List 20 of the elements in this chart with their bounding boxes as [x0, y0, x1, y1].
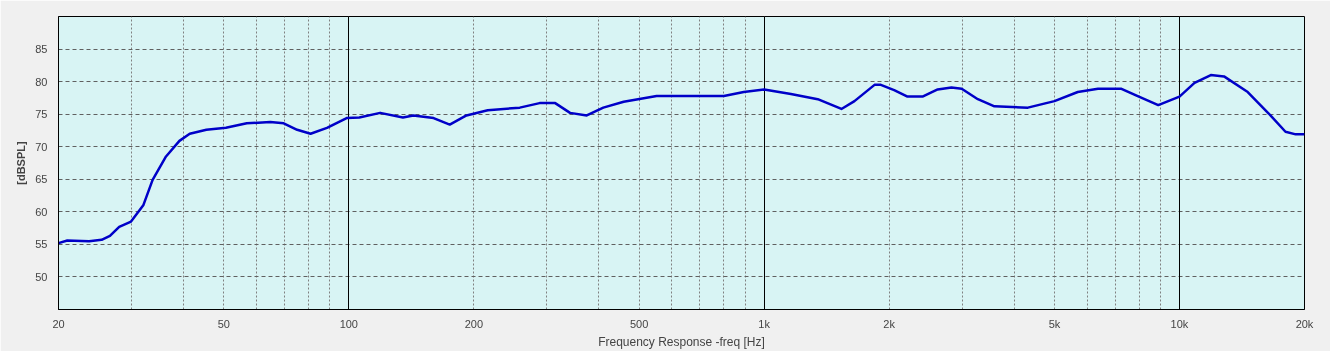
y-tick-label: 50 [35, 270, 48, 283]
y-tick-label: 75 [35, 108, 48, 121]
y-axis-title: [dBSPL] [15, 140, 28, 185]
x-tick-label: 500 [629, 317, 649, 330]
x-tick-label: 50 [217, 317, 230, 330]
y-tick-label: 85 [35, 43, 48, 56]
x-tick-label: 200 [464, 317, 484, 330]
x-tick-label: 20 [52, 317, 65, 330]
y-tick-label: 70 [35, 140, 48, 153]
x-axis-title: Frequency Response -freq [Hz] [598, 334, 765, 349]
x-tick-label: 2k [883, 317, 896, 330]
y-tick-label: 60 [35, 205, 48, 218]
x-tick-label: 20k [1295, 317, 1314, 330]
x-tick-label: 5k [1048, 317, 1061, 330]
x-tick-label: 100 [339, 317, 358, 330]
y-tick-label: 55 [35, 238, 48, 251]
x-tick-label: 10k [1170, 317, 1189, 330]
y-tick-label: 65 [35, 173, 48, 186]
y-tick-label: 80 [35, 75, 48, 88]
x-tick-label: 1k [758, 317, 771, 330]
